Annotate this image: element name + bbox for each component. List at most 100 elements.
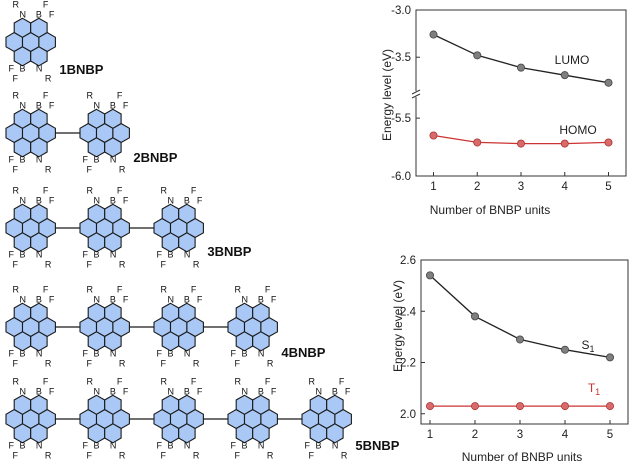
atom-nitrogen: N [93, 386, 100, 396]
atom-fluorine: F [117, 284, 123, 294]
atom-fluorine: F [156, 440, 162, 450]
t1-label-main: T [588, 381, 596, 395]
ring [252, 331, 270, 352]
atom-substituent: R [119, 358, 126, 368]
atom-boron: B [184, 195, 190, 205]
atom-nitrogen: N [184, 348, 191, 358]
atom-nitrogen: N [241, 386, 248, 396]
ring [87, 108, 106, 129]
atom-boron: B [332, 386, 338, 396]
data-point-LUMO [560, 71, 569, 80]
ring [178, 331, 196, 352]
atom-fluorine: F [8, 249, 14, 259]
ring [178, 423, 196, 444]
molecule-5BNBP: R FN B FF B NF RR FN B FF B NF RR FN B FF B NF RR FN B FF B NF R… [5, 376, 400, 460]
ring [104, 232, 122, 253]
ring [30, 423, 48, 444]
atom-fluorine: F [86, 259, 92, 269]
atom-substituent: R [86, 185, 93, 195]
ring [309, 394, 328, 415]
ring [13, 108, 32, 129]
chart1-axes: -3.0 -3.5 -5.5 -6.0 1 2 3 4 5 [391, 5, 627, 193]
ring [235, 302, 254, 323]
chart1-ytick-label: -5.5 [391, 113, 411, 125]
chart1-xtick-label: 4 [562, 181, 569, 193]
atom-nitrogen: N [36, 63, 43, 73]
ring [252, 302, 270, 323]
atom-fluorine: F [82, 249, 88, 259]
atom-fluorine: F [43, 284, 49, 294]
atom-fluorine: F [8, 440, 14, 450]
atom-nitrogen: N [110, 348, 117, 358]
chart1-xtick-label: 3 [518, 181, 524, 193]
atom-fluorine: F [123, 195, 129, 205]
chart2-x-axis-label: Number of BNBP units [462, 450, 583, 464]
data-point-LUMO [604, 78, 613, 87]
atom-boron: B [258, 386, 264, 396]
atom-boron: B [258, 294, 264, 304]
chart1-marks [429, 30, 613, 148]
atom-nitrogen: N [93, 195, 100, 205]
atom-fluorine: F [230, 440, 236, 450]
atom-substituent: R [267, 358, 274, 368]
atom-nitrogen: N [36, 348, 43, 358]
atom-boron: B [19, 249, 25, 259]
data-point-S1 [561, 345, 570, 354]
atom-nitrogen: N [315, 386, 322, 396]
ring [87, 394, 106, 415]
atom-substituent: R [12, 185, 19, 195]
atom-fluorine: F [234, 358, 240, 368]
atom-nitrogen: N [36, 154, 43, 164]
chart2-xtick-label: 1 [427, 429, 433, 441]
molecule-label-3BNBP: 3BNBP [207, 244, 251, 259]
ring [87, 302, 106, 323]
ring [30, 302, 48, 323]
atom-nitrogen: N [110, 154, 117, 164]
ring [178, 394, 196, 415]
data-point-S1 [425, 271, 434, 280]
atom-boron: B [19, 440, 25, 450]
ring [161, 302, 180, 323]
chart2-frame [420, 259, 629, 425]
s1-series-label: S1 [581, 338, 594, 354]
atom-fluorine: F [49, 9, 55, 19]
atom-substituent: R [119, 259, 126, 269]
atom-fluorine: F [8, 63, 14, 73]
homo-series-label: HOMO [559, 123, 596, 137]
ring [30, 137, 48, 158]
chart1-x-axis-label: Number of BNBP units [430, 203, 551, 217]
atom-fluorine: F [12, 358, 18, 368]
axis-break-mark [411, 93, 421, 99]
atom-substituent: R [45, 358, 52, 368]
atom-substituent: R [193, 259, 200, 269]
atom-nitrogen: N [19, 386, 26, 396]
ring [13, 302, 32, 323]
atom-fluorine: F [12, 259, 18, 269]
ring [104, 394, 122, 415]
atom-fluorine: F [339, 376, 345, 386]
molecule-label-2BNBP: 2BNBP [133, 150, 177, 165]
ring [104, 203, 122, 224]
atom-fluorine: F [271, 294, 277, 304]
data-point-LUMO [473, 51, 482, 60]
atom-fluorine: F [156, 348, 162, 358]
atom-fluorine: F [123, 294, 129, 304]
ring [13, 17, 32, 38]
atom-fluorine: F [43, 0, 49, 9]
atom-nitrogen: N [19, 100, 26, 110]
atom-substituent: R [86, 376, 93, 386]
atom-boron: B [167, 249, 173, 259]
chart2-y-axis-label: Energy level (eV) [391, 280, 405, 372]
atom-fluorine: F [86, 164, 92, 174]
atom-fluorine: F [197, 386, 203, 396]
t1-label-sub: 1 [595, 387, 600, 397]
atom-fluorine: F [86, 358, 92, 368]
axis-break-gap [413, 91, 419, 97]
ring [30, 46, 48, 67]
atom-substituent: R [12, 376, 19, 386]
atom-fluorine: F [12, 450, 18, 460]
atom-fluorine: F [160, 259, 166, 269]
ring [104, 108, 122, 129]
ring [178, 302, 196, 323]
